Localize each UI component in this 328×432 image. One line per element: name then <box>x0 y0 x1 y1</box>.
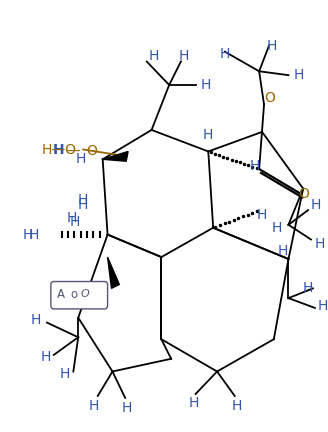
Text: H—O: H—O <box>41 143 76 156</box>
Text: H: H <box>278 244 289 258</box>
Text: O: O <box>298 187 309 200</box>
Text: H: H <box>31 313 41 327</box>
Text: H: H <box>318 299 328 313</box>
Text: O: O <box>80 289 89 299</box>
Text: —: — <box>67 144 80 159</box>
Text: H: H <box>70 215 80 229</box>
FancyBboxPatch shape <box>51 282 108 309</box>
Text: H: H <box>78 198 88 212</box>
Text: H: H <box>66 211 76 225</box>
Text: O: O <box>264 91 275 105</box>
Polygon shape <box>108 257 119 289</box>
Text: H: H <box>232 399 242 413</box>
Text: H: H <box>315 237 325 251</box>
Text: H: H <box>179 49 189 63</box>
Text: H: H <box>53 143 65 156</box>
Text: H: H <box>189 396 199 410</box>
Text: H: H <box>29 228 39 241</box>
Text: H: H <box>40 350 51 364</box>
Text: H: H <box>203 128 214 142</box>
Text: H: H <box>256 208 267 222</box>
Text: H: H <box>78 194 88 207</box>
Text: H: H <box>311 198 321 212</box>
Text: H: H <box>148 49 159 63</box>
Text: H: H <box>220 47 230 60</box>
Text: H: H <box>60 368 71 381</box>
Text: H: H <box>200 78 211 92</box>
Text: H: H <box>267 39 277 53</box>
Text: H: H <box>302 281 313 295</box>
Text: H: H <box>22 228 32 241</box>
Text: A: A <box>57 288 65 301</box>
Text: o: o <box>71 288 77 301</box>
Text: H: H <box>122 401 132 415</box>
Text: H: H <box>293 68 304 82</box>
Text: H: H <box>272 221 282 235</box>
Text: H: H <box>89 399 99 413</box>
Text: H: H <box>76 152 86 166</box>
Polygon shape <box>103 152 128 161</box>
Text: O: O <box>87 144 97 159</box>
Text: H: H <box>249 159 260 173</box>
